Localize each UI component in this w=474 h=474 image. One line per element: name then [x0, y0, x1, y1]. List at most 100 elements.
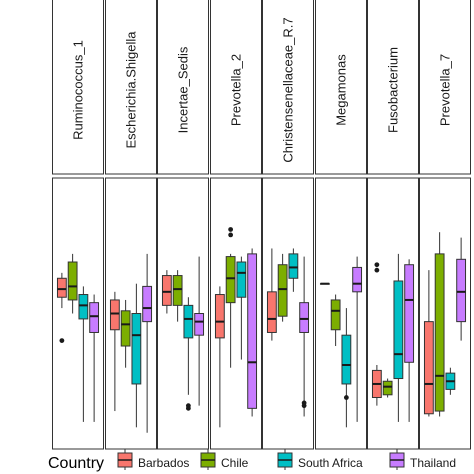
facet-panel: Prevotella_7: [419, 0, 471, 450]
facet-panel: Megamonas: [315, 0, 367, 450]
box-body: [172, 275, 183, 306]
facet-strip-label: Prevotella_7: [438, 54, 453, 126]
outlier-point: [228, 227, 234, 232]
legend-title: Country: [48, 455, 104, 472]
box-body: [109, 299, 120, 331]
box-barbados: [319, 282, 330, 285]
box-barbados: [214, 286, 225, 428]
box-body: [404, 264, 415, 363]
facet-panel: Incertae_Sedis: [157, 0, 209, 450]
box-thailand: [352, 256, 363, 422]
legend-label: South Africa: [298, 456, 363, 470]
box-chile: [225, 227, 236, 368]
box-thailand: [247, 248, 258, 417]
box-thailand: [194, 256, 205, 406]
facet-strip: [419, 0, 471, 175]
facet-panel-frame: [315, 177, 367, 450]
facet-strip-label: Megamonas: [334, 54, 349, 126]
outlier-point: [185, 405, 191, 411]
outlier-point: [301, 403, 307, 409]
box-body: [456, 258, 467, 323]
box-thailand: [404, 259, 415, 422]
box-body: [142, 285, 153, 323]
box-south-africa: [183, 297, 194, 411]
box-body: [382, 380, 393, 396]
facet-strip-label: Ruminococcus_1: [71, 40, 86, 140]
facet-strip: [367, 0, 419, 175]
box-body: [423, 321, 434, 415]
legend-label: Barbados: [138, 456, 189, 470]
box-barbados: [423, 270, 434, 417]
box-body: [288, 253, 299, 279]
facet-strip: [262, 0, 314, 175]
box-thailand: [456, 237, 467, 341]
facet-panel: Escherichia.Shigella: [105, 0, 157, 450]
box-body: [266, 291, 277, 333]
facet-strip-label: Fusobacterium: [386, 47, 401, 133]
facet-strip: [52, 0, 104, 175]
box-chile: [120, 299, 131, 368]
legend-item: Barbados: [117, 449, 189, 470]
box-thailand: [89, 294, 100, 422]
panels-layer: PseudobutyrivibrioRuminococcus_1Escheric…: [52, 0, 471, 450]
box-body: [214, 294, 225, 339]
box-south-africa: [288, 248, 299, 292]
facet-panel: Christensenellaceae_R.7: [262, 0, 314, 450]
box-body: [236, 261, 247, 298]
facet-strip: [157, 0, 209, 175]
outlier-point: [343, 395, 349, 400]
box-chile: [67, 253, 78, 314]
facet-strip-label: Incertae_Sedis: [176, 46, 191, 133]
box-body: [67, 261, 78, 301]
facet-panel: Fusobacterium: [367, 0, 419, 450]
box-south-africa: [341, 308, 352, 428]
box-chile: [330, 294, 341, 347]
legend-item: Chile: [200, 449, 249, 470]
facet-panel: Prevotella_2: [210, 0, 262, 450]
box-south-africa: [131, 283, 142, 428]
box-chile: [434, 232, 445, 417]
legend-label: Thailand: [410, 456, 456, 470]
outlier-point: [374, 267, 380, 273]
box-barbados: [266, 248, 277, 341]
legend: Country Barbados Chile South Africa Thailan…: [48, 449, 456, 472]
outlier-point: [59, 338, 65, 343]
box-body: [393, 280, 404, 380]
box-body: [352, 266, 363, 293]
box-body: [341, 334, 352, 385]
box-south-africa: [236, 256, 247, 360]
facet-strip-label: Escherichia.Shigella: [124, 31, 139, 149]
facet-strip: [210, 0, 262, 175]
legend-label: Chile: [221, 456, 249, 470]
box-chile: [277, 253, 288, 322]
box-south-africa: [445, 367, 456, 395]
box-body: [330, 299, 341, 331]
outlier-point: [228, 232, 234, 238]
box-thailand: [142, 253, 153, 433]
box-body: [277, 264, 288, 317]
box-body: [225, 256, 236, 304]
box-body: [120, 310, 131, 347]
outlier-point: [374, 262, 380, 268]
legend-item: Thailand: [389, 449, 456, 470]
facet-strip: [315, 0, 367, 175]
box-body: [78, 294, 89, 320]
box-body: [131, 313, 142, 385]
facet-strip-label: Prevotella_2: [229, 54, 244, 126]
box-barbados: [371, 262, 382, 406]
facet-panel: Ruminococcus_1: [52, 0, 104, 450]
box-barbados: [161, 270, 172, 314]
box-south-africa: [78, 286, 89, 422]
box-barbados: [56, 272, 67, 343]
box-body: [299, 302, 310, 333]
facet-strip-label: Christensenellaceae_R.7: [281, 17, 296, 162]
box-body: [89, 302, 100, 333]
box-body: [56, 277, 67, 298]
box-body: [434, 253, 445, 412]
box-chile: [172, 270, 183, 322]
box-thailand: [299, 256, 310, 417]
box-barbados: [109, 291, 120, 412]
box-body: [183, 304, 194, 339]
facet-strip: [105, 0, 157, 175]
